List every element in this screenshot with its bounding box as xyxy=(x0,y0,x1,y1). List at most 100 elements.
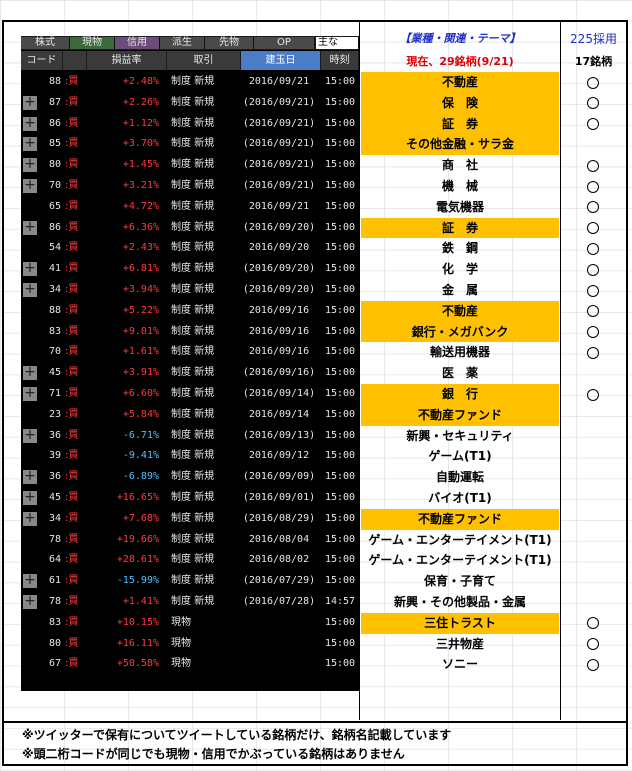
position-row[interactable]: +87:買 +2.26% 制度 新規 (2016/09/21) 15:00 xyxy=(21,93,359,114)
position-row[interactable]: 88:買 +2.48% 制度 新規 2016/09/21 15:00 xyxy=(21,72,359,93)
position-row[interactable]: 67:買 +50.58% 現物 15:00 xyxy=(21,654,359,675)
expand-icon[interactable]: + xyxy=(23,281,37,297)
position-row[interactable]: +71:買 +6.60% 制度 新規 (2016/09/14) 15:00 xyxy=(21,384,359,405)
expand-icon[interactable]: + xyxy=(23,426,37,443)
trade-side: :買 xyxy=(65,304,79,316)
expand-icon[interactable]: + xyxy=(23,489,37,505)
expand-icon[interactable]: + xyxy=(23,509,37,526)
open-date: (2016/09/21) xyxy=(242,138,316,150)
position-row[interactable]: +34:買 +7.68% 制度 新規 (2016/08/29) 15:00 xyxy=(21,509,359,530)
col-time[interactable]: 時刻 xyxy=(321,51,359,70)
position-row[interactable]: +78:買 +1.41% 制度 新規 (2016/07/28) 14:57 xyxy=(21,592,359,613)
position-row[interactable]: +85:買 +3.70% 制度 新規 (2016/09/21) 15:00 xyxy=(21,134,359,155)
open-date: (2016/09/20) xyxy=(242,263,316,275)
expand-icon[interactable]: + xyxy=(23,593,37,609)
stock-code: 80 xyxy=(48,637,61,649)
trade-side: :買 xyxy=(65,346,79,358)
trade-side-label: 買 xyxy=(68,512,79,524)
position-row[interactable]: 83:買 +10.15% 現物 15:00 xyxy=(21,613,359,634)
trade-side: :買 xyxy=(65,221,79,233)
position-row[interactable]: 80:買 +16.11% 現物 15:00 xyxy=(21,634,359,655)
expand-icon[interactable]: + xyxy=(23,385,37,401)
tab-search-input[interactable]: 主な xyxy=(316,37,359,49)
expand-icon[interactable]: + xyxy=(23,177,37,193)
deal-type: 現物 xyxy=(171,637,191,649)
trade-side-label: 買 xyxy=(68,180,79,191)
profit-rate: +50.58% xyxy=(116,658,159,670)
expand-icon[interactable]: + xyxy=(23,114,37,131)
trade-side-label: 買 xyxy=(68,471,79,483)
open-date: (2016/09/14) xyxy=(242,388,316,399)
position-row[interactable]: 88:買 +5.22% 制度 新規 2016/09/16 15:00 xyxy=(21,301,359,322)
position-row[interactable]: +61:買 -15.99% 制度 新規 (2016/07/29) 15:00 xyxy=(21,571,359,592)
theme-cell: ゲーム(T1) xyxy=(428,449,492,464)
expand-icon[interactable]: + xyxy=(23,468,37,485)
position-row[interactable]: +41:買 +6.81% 制度 新規 (2016/09/20) 15:00 xyxy=(21,259,359,280)
position-row[interactable]: +45:買 +16.65% 制度 新規 (2016/09/01) 15:00 xyxy=(21,488,359,509)
tab-futures[interactable]: 先物 xyxy=(205,37,254,49)
profit-rate: -6.89% xyxy=(122,471,159,483)
tab-cash[interactable]: 現物 xyxy=(70,37,115,49)
expand-icon[interactable]: + xyxy=(23,572,37,589)
col-open-date[interactable]: 建玉日 xyxy=(241,51,321,70)
theme-cell: 化 学 xyxy=(441,262,478,277)
trade-side-label: 買 xyxy=(68,96,79,108)
position-row[interactable]: +45:買 +3.91% 制度 新規 (2016/09/16) 15:00 xyxy=(21,363,359,384)
expand-icon[interactable]: + xyxy=(23,218,37,235)
profit-rate: +16.11% xyxy=(116,637,159,649)
footnote: ※ツイッターで保有についてツイートしている銘柄だけ、銘柄名記載しています xyxy=(22,728,452,742)
profit-rate: -6.71% xyxy=(122,429,159,441)
col-code[interactable]: コード xyxy=(21,51,63,70)
col-type-spacer xyxy=(63,51,87,70)
col-pl-rate[interactable]: 損益率 xyxy=(87,51,167,70)
position-row[interactable]: 70:買 +1.61% 制度 新規 2016/09/16 15:00 xyxy=(21,342,359,363)
position-row[interactable]: +36:買 -6.89% 制度 新規 (2016/09/09) 15:00 xyxy=(21,467,359,488)
expand-icon[interactable]: + xyxy=(23,135,37,152)
open-date: (2016/09/21) xyxy=(242,96,316,108)
position-row[interactable]: 78:買 +19.66% 制度 新規 2016/08/04 15:00 xyxy=(21,530,359,551)
nikkei225-mark-icon xyxy=(587,326,599,339)
tab-options[interactable]: OP xyxy=(254,37,315,49)
expand-icon[interactable]: + xyxy=(23,93,37,110)
column-header: コード 損益率 取引 建玉日 時刻 xyxy=(21,51,359,70)
position-row[interactable]: +86:買 +6.36% 制度 新規 (2016/09/20) 15:00 xyxy=(21,218,359,239)
tab-derivative[interactable]: 派生 xyxy=(160,37,205,49)
open-time: 15:00 xyxy=(324,180,356,191)
position-row[interactable]: +36:買 -6.71% 制度 新規 (2016/09/13) 15:00 xyxy=(21,426,359,447)
trade-side-label: 買 xyxy=(68,616,79,628)
position-row[interactable]: +34:買 +3.94% 制度 新規 (2016/09/20) 15:00 xyxy=(21,280,359,301)
position-row[interactable]: 64:買 +28.61% 制度 新規 2016/08/02 15:00 xyxy=(21,550,359,571)
position-row[interactable]: +86:買 +1.12% 制度 新規 (2016/09/21) 15:00 xyxy=(21,114,359,135)
position-row[interactable]: +80:買 +1.45% 制度 新規 (2016/09/21) 15:00 xyxy=(21,155,359,176)
expand-icon[interactable]: + xyxy=(23,156,37,173)
stock-code: 87 xyxy=(48,96,61,108)
trade-side-label: 買 xyxy=(68,429,79,441)
position-row[interactable]: 65:買 +4.72% 制度 新規 2016/09/21 15:00 xyxy=(21,197,359,218)
expand-icon[interactable]: + xyxy=(23,260,37,277)
position-row[interactable]: 39:買 -9.41% 制度 新規 2016/09/12 15:00 xyxy=(21,446,359,467)
open-date: (2016/08/29) xyxy=(242,512,316,524)
trade-side: :買 xyxy=(65,512,79,524)
deal-type: 制度 新規 xyxy=(171,346,215,358)
nikkei225-mark-icon xyxy=(587,388,599,401)
open-time: 15:00 xyxy=(324,263,356,275)
deal-type: 制度 新規 xyxy=(171,429,215,441)
deal-type: 制度 新規 xyxy=(171,284,215,295)
tab-margin[interactable]: 信用 xyxy=(115,37,160,49)
trade-side-label: 買 xyxy=(68,138,79,150)
theme-cell: 銀 行 xyxy=(361,384,559,405)
position-row[interactable]: 83:買 +9.01% 制度 新規 2016/09/16 15:00 xyxy=(21,322,359,343)
position-row[interactable]: +70:買 +3.21% 制度 新規 (2016/09/21) 15:00 xyxy=(21,176,359,197)
trade-side-label: 買 xyxy=(68,76,79,87)
col-deal[interactable]: 取引 xyxy=(167,51,241,70)
profit-rate: +9.01% xyxy=(122,325,159,337)
expand-icon[interactable]: + xyxy=(23,364,37,381)
position-row[interactable]: 23:買 +5.84% 制度 新規 2016/09/14 15:00 xyxy=(21,405,359,426)
tab-stocks[interactable]: 株式 xyxy=(21,37,70,49)
nikkei225-mark-icon xyxy=(587,305,599,318)
theme-cell: 機 械 xyxy=(441,179,478,193)
open-date: 2016/09/12 xyxy=(248,450,310,462)
stock-code: 67 xyxy=(48,658,61,670)
theme-cell: 医 薬 xyxy=(441,366,478,381)
position-row[interactable]: 54:買 +2.43% 制度 新規 2016/09/20 15:00 xyxy=(21,238,359,259)
